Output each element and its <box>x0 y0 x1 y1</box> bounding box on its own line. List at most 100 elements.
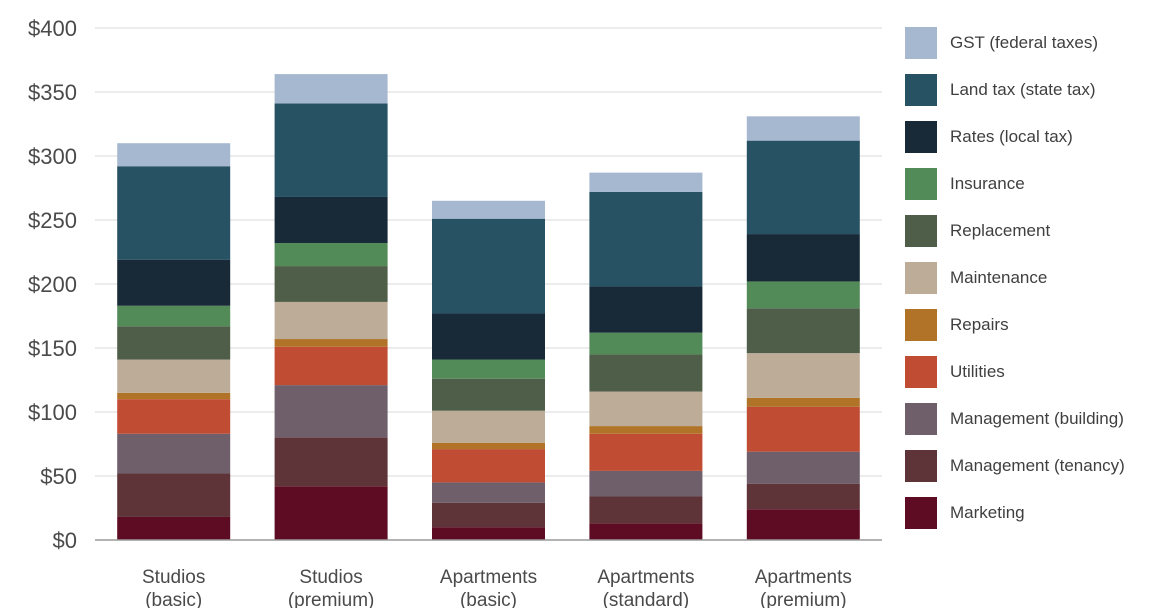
legend-label: Utilities <box>950 362 1005 381</box>
bar-segment <box>117 359 231 393</box>
bar-segment <box>274 266 388 302</box>
bar-segment <box>746 397 860 407</box>
bar-segment <box>117 433 231 474</box>
legend-item: GST (federal taxes) <box>905 26 1098 60</box>
bar-segment <box>432 200 545 219</box>
legend-swatch <box>905 74 937 106</box>
x-tick-label: (basic) <box>460 590 517 608</box>
legend-swatch <box>905 262 937 294</box>
bar-segment <box>274 243 388 267</box>
y-tick-label: $100 <box>28 400 77 425</box>
bar-segment <box>274 346 388 386</box>
bar-segment <box>746 281 860 309</box>
bar-segment <box>432 378 545 411</box>
x-tick-label: (premium) <box>288 590 375 608</box>
bar-segment <box>274 385 388 438</box>
bar-segment <box>117 259 231 306</box>
bar-segment <box>746 140 860 235</box>
bar-segment <box>746 116 860 141</box>
bar-stack <box>589 172 703 540</box>
stacked-bar-chart: $0 $50 $100 $150 $200 $250 $300 $350 $400 Studio… <box>28 16 882 608</box>
bar-segment <box>117 473 231 517</box>
bar-segment <box>117 392 231 400</box>
legend-label: Rates (local tax) <box>950 127 1073 146</box>
bar-segment <box>117 143 231 167</box>
legend-label: Repairs <box>950 315 1009 334</box>
x-tick-label: (premium) <box>760 590 847 608</box>
y-tick-label: $0 <box>53 528 77 553</box>
bar-segment <box>117 166 231 260</box>
bar-segment <box>746 451 860 484</box>
bar-stack <box>274 74 388 540</box>
legend-item: Land tax (state tax) <box>905 73 1096 107</box>
bar-segment <box>589 433 703 471</box>
x-tick-label: Studios <box>299 567 362 588</box>
y-tick-label: $250 <box>28 208 77 233</box>
bar-segment <box>589 286 703 333</box>
legend-swatch <box>905 27 937 59</box>
legend-item: Replacement <box>905 214 1050 248</box>
bar-segment <box>274 437 388 487</box>
x-axis-tick-labels: Studios (basic) Studios (premium) Apartments… <box>142 567 852 608</box>
legend-item: Rates (local tax) <box>905 120 1073 154</box>
bar-segment <box>274 103 388 197</box>
legend-item: Maintenance <box>905 261 1047 295</box>
legend-swatch <box>905 497 937 529</box>
bar-segment <box>589 391 703 427</box>
bar-segment <box>746 406 860 452</box>
bar-segment <box>589 172 703 192</box>
bar-segment <box>589 426 703 434</box>
bar-segment <box>117 399 231 434</box>
x-tick-label: Studios <box>142 567 205 588</box>
bar-segment <box>746 483 860 510</box>
legend-label: Land tax (state tax) <box>950 80 1096 99</box>
bar-stack <box>432 200 545 540</box>
x-tick-label: (standard) <box>603 590 690 608</box>
bar-segment <box>746 509 860 540</box>
bar-stack <box>746 116 860 540</box>
x-tick-label: Apartments <box>597 567 694 588</box>
bar-segment <box>589 496 703 524</box>
legend-label: Maintenance <box>950 268 1048 287</box>
bar-segment <box>746 234 860 282</box>
legend-item: Repairs <box>905 308 1009 342</box>
legend-label: Insurance <box>950 174 1025 193</box>
legend-swatch <box>905 450 937 482</box>
bar-segment <box>117 305 231 327</box>
x-tick-label: Apartments <box>440 567 537 588</box>
legend-label: Replacement <box>950 221 1051 240</box>
bar-segment <box>432 359 545 379</box>
bar-segment <box>432 410 545 443</box>
legend-item: Management (tenancy) <box>905 449 1125 483</box>
legend-swatch <box>905 356 937 388</box>
bar-segment <box>117 516 231 540</box>
legend-label: GST (federal taxes) <box>950 33 1099 52</box>
legend-swatch <box>905 215 937 247</box>
bar-segment <box>432 527 545 540</box>
bar-stack <box>117 143 231 540</box>
x-tick-label: Apartments <box>755 567 852 588</box>
bar-segment <box>432 449 545 483</box>
bar-segment <box>274 301 388 340</box>
legend-label: Management (building) <box>950 409 1124 428</box>
bar-segment <box>746 308 860 354</box>
legend-item: Insurance <box>905 167 1025 201</box>
legend-swatch <box>905 403 937 435</box>
bar-segment <box>589 191 703 287</box>
legend-swatch <box>905 168 937 200</box>
y-tick-label: $350 <box>28 80 77 105</box>
bar-segment <box>117 326 231 360</box>
y-tick-label: $200 <box>28 272 77 297</box>
bars <box>117 74 860 540</box>
y-tick-label: $300 <box>28 144 77 169</box>
bar-segment <box>589 332 703 355</box>
legend-label: Management (tenancy) <box>950 456 1125 475</box>
legend-item: Marketing <box>905 496 1025 530</box>
y-axis-tick-labels: $0 $50 $100 $150 $200 $250 $300 $350 $400 <box>28 16 77 553</box>
bar-segment <box>589 523 703 540</box>
legend-label: Marketing <box>950 503 1025 522</box>
bar-segment <box>274 196 388 244</box>
bar-segment <box>274 74 388 104</box>
bar-segment <box>432 502 545 528</box>
bar-segment <box>589 354 703 392</box>
